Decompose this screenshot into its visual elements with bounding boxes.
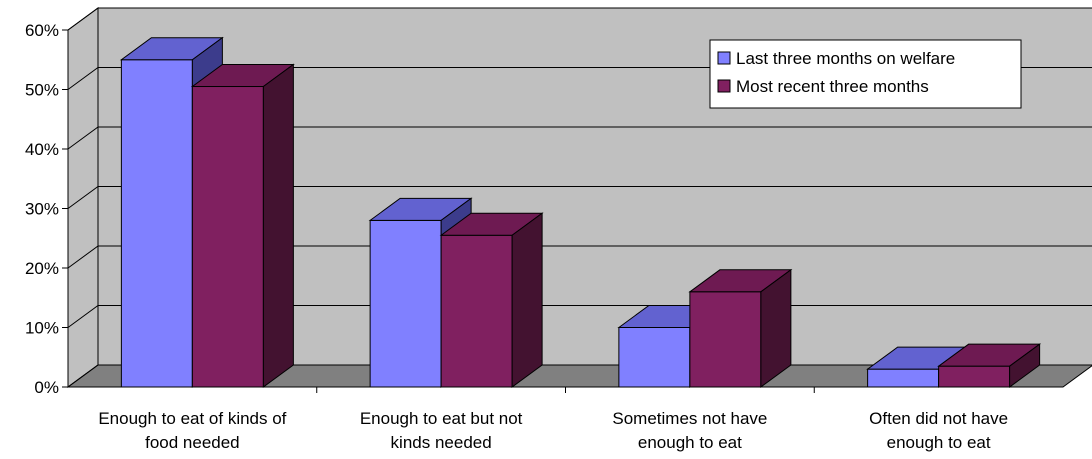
bar-front [618,327,691,388]
gridline [67,245,1092,269]
bar-side [511,212,543,388]
x-category-label: Often did not have [869,409,1008,428]
bar-1-0 [190,63,295,388]
x-category-label: food needed [145,433,240,452]
bar-front [191,86,264,388]
gridline [67,126,1092,150]
legend-label: Last three months on welfare [736,49,955,68]
bar-front [369,219,442,388]
legend: Last three months on welfare Most recent … [709,39,1022,109]
legend-swatch [717,51,731,65]
bar-front [440,234,513,388]
bar-front [689,291,762,388]
y-tick-label: 0% [34,378,59,397]
bar-1-3 [937,343,1042,388]
bar-front [938,365,1011,388]
legend-box [709,39,1022,109]
y-tick-label: 60% [25,21,59,40]
x-category-label: kinds needed [391,433,492,452]
y-tick-label: 50% [25,81,59,100]
y-tick-label: 40% [25,140,59,159]
legend-label: Most recent three months [736,77,929,96]
x-category-label: enough to eat [887,433,991,452]
legend-swatch [717,79,731,93]
gridline [67,186,1092,209]
y-tick-label: 20% [25,259,59,278]
y-tick-label: 30% [25,200,59,219]
bar-1-2 [688,268,793,388]
x-category-label: Enough to eat but not [360,409,523,428]
gridline [67,7,1092,31]
x-axis-labels: Enough to eat of kinds of food needed Enou… [98,387,1008,452]
bar-side [262,63,294,388]
bar-1-1 [439,212,544,388]
bar-side [1009,343,1041,388]
y-tick-label: 10% [25,319,59,338]
x-category-label: Enough to eat of kinds of [98,409,286,428]
bar-front [120,59,193,388]
bars [119,36,1042,388]
bar-front [867,368,940,388]
x-category-label: Sometimes not have [612,409,767,428]
x-category-label: enough to eat [638,433,742,452]
bar-side [760,268,792,388]
